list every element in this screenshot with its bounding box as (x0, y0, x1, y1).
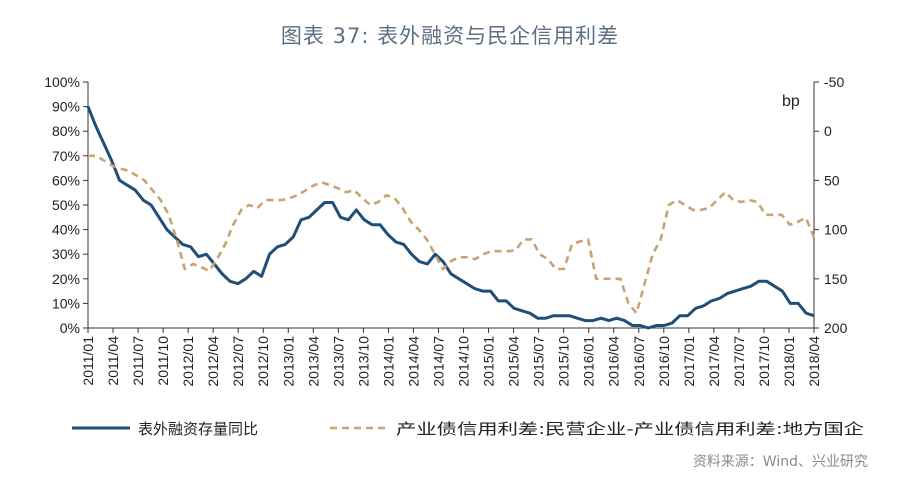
series-line-offbalance-financing (86, 106, 815, 330)
y-left-tick-label: 0% (60, 320, 80, 336)
x-tick-label: 2013/04 (305, 336, 321, 387)
y-left-tick-label: 30% (52, 246, 80, 262)
x-tick-label: 2018/04 (806, 336, 822, 387)
chart-title: 图表 37: 表外融资与民企信用利差 (280, 24, 620, 48)
y-left-tick-label: 70% (52, 148, 80, 164)
x-tick-label: 2011/01 (80, 336, 96, 386)
x-tick-label: 2012/10 (255, 336, 271, 387)
x-tick-label: 2017/01 (681, 336, 697, 387)
x-tick-label: 2017/04 (706, 336, 722, 387)
y-left-tick-label: 40% (52, 222, 80, 238)
x-tick-label: 2011/10 (155, 336, 171, 386)
y-left-tick-label: 90% (52, 99, 80, 115)
x-tick-label: 2014/07 (430, 336, 446, 387)
y-left-tick-label: 100% (44, 74, 80, 90)
x-tick-label: 2016/07 (631, 336, 647, 387)
y-right-tick-label: -50 (824, 74, 844, 90)
series-line-credit-spread (88, 154, 816, 315)
x-tick-label: 2017/07 (731, 336, 747, 387)
x-tick-label: 2012/04 (205, 336, 221, 387)
y-left-tick-label: 10% (52, 295, 80, 311)
x-tick-label: 2018/01 (781, 336, 797, 387)
y-right-tick-label: 200 (824, 320, 848, 336)
x-tick-label: 2016/10 (656, 336, 672, 387)
x-tick-label: 2015/07 (531, 336, 547, 387)
x-tick-label: 2014/01 (380, 336, 396, 387)
source-note: 资料来源：Wind、兴业研究 (692, 454, 868, 470)
x-tick-label: 2012/07 (230, 336, 246, 387)
x-tick-label: 2011/07 (130, 336, 146, 386)
x-tick-label: 2015/04 (506, 336, 522, 387)
y-right-tick-label: 0 (824, 123, 832, 139)
y-right-unit-label: bp (782, 93, 800, 110)
x-tick-label: 2015/10 (556, 336, 572, 387)
x-tick-label: 2011/04 (105, 336, 121, 386)
y-left-tick-label: 20% (52, 271, 80, 287)
x-tick-label: 2013/10 (355, 336, 371, 387)
x-tick-label: 2013/07 (330, 336, 346, 387)
y-right-tick-label: 150 (824, 271, 848, 287)
x-tick-label: 2015/01 (481, 336, 497, 387)
x-tick-label: 2017/10 (756, 336, 772, 387)
x-tick-label: 2014/04 (405, 336, 421, 387)
legend-label-offbalance-financing: 表外融资存量同比 (138, 420, 258, 438)
y-right-tick-label: 100 (824, 222, 848, 238)
x-tick-label: 2016/04 (606, 336, 622, 387)
x-tick-label: 2013/01 (280, 336, 296, 387)
x-tick-label: 2016/01 (581, 336, 597, 387)
y-left-tick-label: 60% (52, 172, 80, 188)
legend-label-credit-spread: 产业债信用利差:民营企业-产业债信用利差:地方国企 (396, 420, 864, 438)
y-left-tick-label: 50% (52, 197, 80, 213)
y-right-tick-label: 50 (824, 172, 840, 188)
x-tick-label: 2014/10 (456, 336, 472, 387)
y-left-tick-label: 80% (52, 123, 80, 139)
x-tick-label: 2012/01 (180, 336, 196, 387)
